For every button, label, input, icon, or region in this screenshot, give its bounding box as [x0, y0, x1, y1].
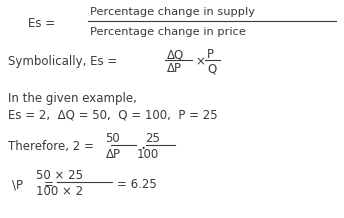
- Text: Es = 2,  ΔQ = 50,  Q = 100,  P = 25: Es = 2, ΔQ = 50, Q = 100, P = 25: [8, 108, 218, 121]
- Text: ΔP: ΔP: [167, 62, 182, 75]
- Text: Q: Q: [207, 62, 216, 75]
- Text: Es =: Es =: [28, 17, 55, 30]
- Text: \P: \P: [12, 178, 23, 191]
- Text: 50: 50: [106, 132, 120, 145]
- Text: Percentage change in price: Percentage change in price: [90, 27, 246, 37]
- Text: ·: ·: [140, 140, 145, 158]
- Text: ΔP: ΔP: [106, 148, 120, 161]
- Text: Therefore, 2 =: Therefore, 2 =: [8, 140, 98, 153]
- Text: 100 × 2: 100 × 2: [36, 185, 84, 198]
- Text: In the given example,: In the given example,: [8, 92, 137, 105]
- Text: ×: ×: [195, 55, 205, 68]
- Text: Symbolically, Es =: Symbolically, Es =: [8, 55, 121, 68]
- Text: =: =: [44, 178, 54, 191]
- Text: 50 × 25: 50 × 25: [36, 169, 84, 182]
- Text: Percentage change in supply: Percentage change in supply: [90, 7, 255, 17]
- Text: ΔQ: ΔQ: [167, 48, 184, 61]
- Text: P: P: [207, 48, 214, 61]
- Text: 25: 25: [146, 132, 160, 145]
- Text: = 6.25: = 6.25: [117, 178, 157, 191]
- Text: 100: 100: [137, 148, 159, 161]
